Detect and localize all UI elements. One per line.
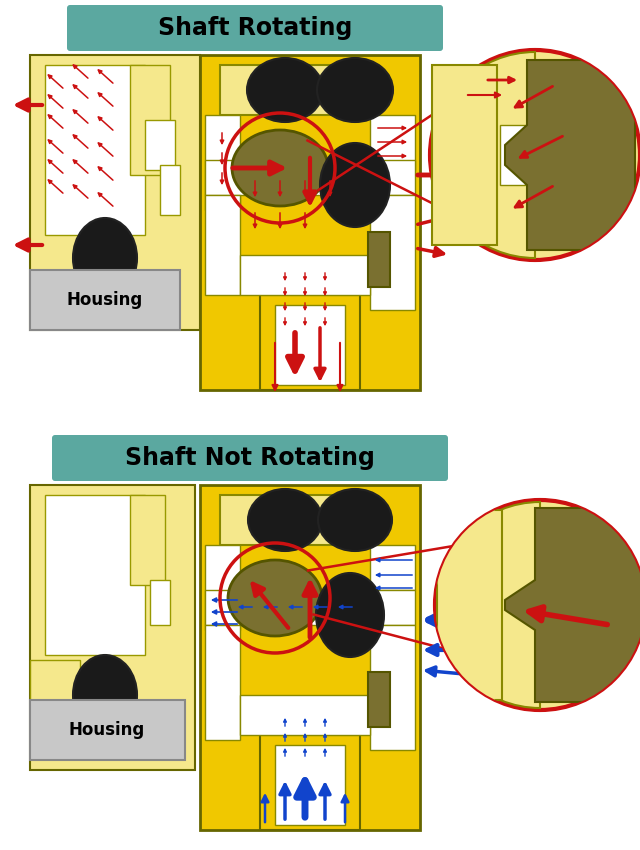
Bar bbox=[437, 510, 502, 700]
Wedge shape bbox=[437, 502, 540, 708]
Bar bbox=[30, 55, 200, 330]
Bar bbox=[260, 295, 360, 390]
Ellipse shape bbox=[318, 489, 392, 551]
Bar bbox=[432, 65, 497, 245]
Bar bbox=[260, 735, 360, 830]
Bar bbox=[45, 65, 145, 235]
Bar bbox=[160, 165, 180, 215]
Wedge shape bbox=[432, 52, 535, 258]
Bar bbox=[30, 660, 80, 710]
Bar bbox=[275, 745, 345, 825]
Bar bbox=[130, 495, 165, 585]
Bar bbox=[200, 55, 420, 390]
Bar bbox=[205, 545, 240, 630]
Bar bbox=[205, 195, 240, 295]
Bar bbox=[130, 65, 170, 175]
Ellipse shape bbox=[317, 58, 393, 122]
Bar bbox=[205, 590, 415, 625]
Polygon shape bbox=[505, 508, 640, 702]
Circle shape bbox=[435, 500, 640, 710]
Bar bbox=[220, 495, 370, 545]
Bar bbox=[145, 120, 175, 170]
Ellipse shape bbox=[228, 560, 322, 636]
Bar bbox=[370, 625, 415, 750]
Ellipse shape bbox=[248, 489, 322, 551]
Bar bbox=[370, 545, 415, 590]
Bar bbox=[370, 195, 415, 310]
Ellipse shape bbox=[73, 655, 137, 735]
Ellipse shape bbox=[316, 573, 384, 657]
FancyBboxPatch shape bbox=[52, 435, 448, 481]
Bar bbox=[205, 625, 240, 740]
Bar bbox=[220, 65, 370, 115]
Text: Shaft Rotating: Shaft Rotating bbox=[158, 16, 352, 40]
Bar bbox=[200, 485, 420, 830]
Bar bbox=[205, 160, 415, 195]
Bar bbox=[240, 695, 370, 735]
Bar bbox=[368, 232, 390, 287]
Bar bbox=[30, 485, 195, 770]
Bar bbox=[240, 255, 370, 295]
Ellipse shape bbox=[247, 58, 323, 122]
Bar bbox=[45, 495, 145, 655]
Bar bbox=[150, 580, 170, 625]
FancyBboxPatch shape bbox=[67, 5, 443, 51]
Bar bbox=[368, 672, 390, 727]
Text: Shaft Not Rotating: Shaft Not Rotating bbox=[125, 446, 375, 470]
Bar bbox=[30, 270, 180, 330]
Circle shape bbox=[430, 50, 640, 260]
Bar bbox=[500, 125, 525, 185]
Bar bbox=[205, 115, 240, 210]
Bar bbox=[275, 305, 345, 385]
Text: Housing: Housing bbox=[69, 721, 145, 739]
Bar bbox=[370, 115, 415, 170]
Text: Housing: Housing bbox=[67, 291, 143, 309]
Ellipse shape bbox=[232, 130, 328, 206]
Polygon shape bbox=[505, 60, 635, 250]
Bar bbox=[30, 700, 185, 760]
Ellipse shape bbox=[320, 143, 390, 227]
Ellipse shape bbox=[73, 218, 137, 298]
